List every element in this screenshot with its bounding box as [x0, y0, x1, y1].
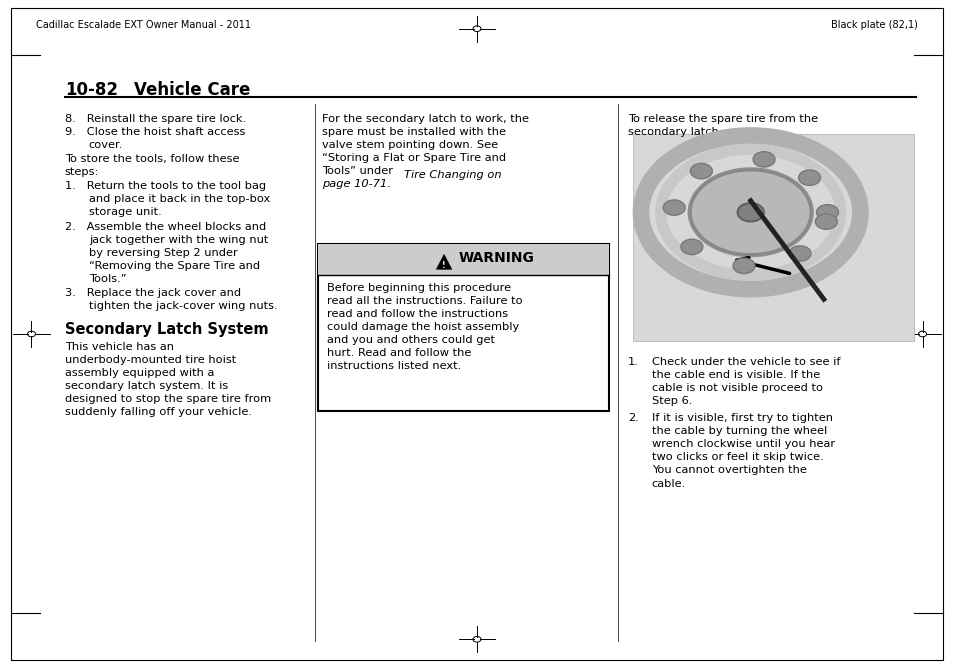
Text: Tools.”: Tools.” [89, 274, 126, 284]
Text: !: ! [442, 261, 445, 270]
Circle shape [788, 246, 810, 261]
Text: assembly equipped with a: assembly equipped with a [65, 367, 214, 377]
Text: and place it back in the top-box: and place it back in the top-box [89, 194, 270, 204]
Circle shape [662, 200, 684, 215]
Text: two clicks or feel it skip twice.: two clicks or feel it skip twice. [651, 452, 822, 462]
Text: could damage the hoist assembly: could damage the hoist assembly [327, 322, 519, 331]
Text: and you and others could get: and you and others could get [327, 335, 495, 345]
Circle shape [815, 214, 837, 229]
FancyBboxPatch shape [317, 244, 608, 275]
Text: Cadillac Escalade EXT Owner Manual - 2011: Cadillac Escalade EXT Owner Manual - 201… [36, 20, 251, 30]
Text: This vehicle has an: This vehicle has an [65, 341, 173, 351]
Text: Black plate (82,1): Black plate (82,1) [830, 20, 917, 30]
Circle shape [680, 239, 702, 255]
Text: Tools” under: Tools” under [322, 166, 396, 176]
Text: Check under the vehicle to see if: Check under the vehicle to see if [651, 357, 840, 367]
Text: the cable end is visible. If the: the cable end is visible. If the [651, 370, 819, 380]
Text: wrench clockwise until you hear: wrench clockwise until you hear [651, 440, 834, 450]
FancyBboxPatch shape [632, 134, 913, 341]
Circle shape [732, 258, 754, 273]
Text: read and follow the instructions: read and follow the instructions [327, 309, 508, 319]
Text: To release the spare tire from the: To release the spare tire from the [627, 114, 817, 124]
Text: suddenly falling off your vehicle.: suddenly falling off your vehicle. [65, 407, 252, 417]
Text: steps:: steps: [65, 167, 99, 177]
Text: Vehicle Care: Vehicle Care [133, 81, 250, 100]
Text: 9.   Close the hoist shaft access: 9. Close the hoist shaft access [65, 127, 245, 136]
Text: storage unit.: storage unit. [89, 207, 161, 217]
Circle shape [816, 204, 838, 220]
Text: 3.   Replace the jack cover and: 3. Replace the jack cover and [65, 288, 241, 298]
Text: 10-82: 10-82 [65, 81, 118, 100]
Text: underbody-mounted tire hoist: underbody-mounted tire hoist [65, 355, 236, 365]
Text: Step 6.: Step 6. [651, 396, 691, 406]
Text: Tire Changing on: Tire Changing on [404, 170, 501, 180]
Text: You cannot overtighten the: You cannot overtighten the [651, 466, 805, 476]
Circle shape [752, 152, 774, 167]
Text: designed to stop the spare tire from: designed to stop the spare tire from [65, 393, 271, 403]
Text: by reversing Step 2 under: by reversing Step 2 under [89, 248, 237, 258]
FancyBboxPatch shape [317, 244, 608, 411]
Circle shape [798, 170, 820, 186]
Text: For the secondary latch to work, the: For the secondary latch to work, the [322, 114, 529, 124]
Text: WARNING: WARNING [458, 250, 534, 265]
Text: 8.   Reinstall the spare tire lock.: 8. Reinstall the spare tire lock. [65, 114, 246, 124]
Text: 2.: 2. [627, 413, 638, 424]
Text: 2.   Assemble the wheel blocks and: 2. Assemble the wheel blocks and [65, 222, 266, 232]
Text: Secondary Latch System: Secondary Latch System [65, 322, 268, 337]
Text: the cable by turning the wheel: the cable by turning the wheel [651, 426, 826, 436]
Text: To store the tools, follow these: To store the tools, follow these [65, 154, 239, 164]
Text: 1.   Return the tools to the tool bag: 1. Return the tools to the tool bag [65, 181, 266, 191]
Text: spare must be installed with the: spare must be installed with the [322, 127, 506, 136]
Text: 1.: 1. [627, 357, 638, 367]
Text: Before beginning this procedure: Before beginning this procedure [327, 283, 511, 293]
Circle shape [737, 203, 763, 222]
Text: instructions listed next.: instructions listed next. [327, 361, 461, 371]
Text: tighten the jack-cover wing nuts.: tighten the jack-cover wing nuts. [89, 301, 277, 311]
Text: “Removing the Spare Tire and: “Removing the Spare Tire and [89, 261, 259, 271]
Text: jack together with the wing nut: jack together with the wing nut [89, 234, 268, 244]
Polygon shape [436, 255, 452, 269]
Text: secondary latch:: secondary latch: [627, 127, 721, 136]
Text: cable.: cable. [651, 478, 685, 488]
Text: secondary latch system. It is: secondary latch system. It is [65, 381, 228, 391]
Text: “Storing a Flat or Spare Tire and: “Storing a Flat or Spare Tire and [322, 152, 506, 162]
Text: cover.: cover. [89, 140, 123, 150]
Circle shape [690, 164, 712, 179]
Circle shape [690, 170, 810, 255]
Text: valve stem pointing down. See: valve stem pointing down. See [322, 140, 498, 150]
Text: read all the instructions. Failure to: read all the instructions. Failure to [327, 295, 522, 305]
Text: page 10-71.: page 10-71. [322, 178, 391, 188]
Text: cable is not visible proceed to: cable is not visible proceed to [651, 383, 821, 393]
Text: hurt. Read and follow the: hurt. Read and follow the [327, 347, 471, 357]
Text: If it is visible, first try to tighten: If it is visible, first try to tighten [651, 413, 832, 424]
